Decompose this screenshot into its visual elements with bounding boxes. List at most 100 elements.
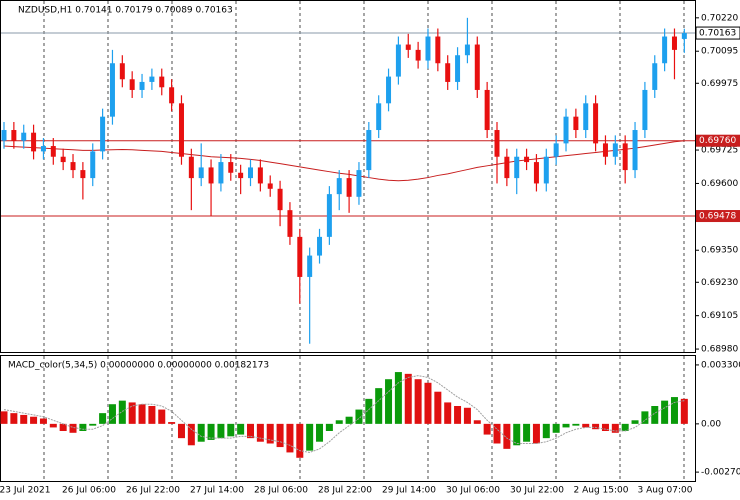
candle-body — [395, 44, 401, 77]
candle-body — [11, 130, 17, 141]
macd-bar — [631, 420, 639, 424]
candle-body — [356, 170, 362, 197]
macd-bar — [670, 397, 678, 424]
macd-bar — [394, 372, 402, 424]
candle-body — [583, 103, 589, 131]
macd-bar — [325, 423, 333, 431]
candle-body — [50, 146, 56, 157]
macd-bar — [473, 420, 481, 424]
candle-body — [60, 156, 66, 163]
candle-body — [109, 63, 115, 117]
candle-body — [208, 167, 214, 184]
candle-body — [218, 162, 224, 184]
macd-bar — [651, 406, 659, 424]
y-tick-label: 0.69350 — [701, 246, 738, 256]
candle-body — [681, 33, 687, 39]
candle-body — [188, 156, 194, 179]
candle-body — [602, 143, 608, 157]
candle-body — [484, 89, 490, 131]
macd-bar — [611, 423, 619, 433]
macd-bar — [99, 413, 107, 424]
x-tick-label: 3 Aug 07:00 — [638, 486, 693, 496]
macd-title: MACD_color(5,34,5) 0.00000000 0.00000000… — [8, 361, 269, 371]
level-box — [696, 210, 740, 223]
macd-bar — [59, 423, 67, 431]
candle-body — [474, 44, 480, 90]
macd-bar — [385, 379, 393, 424]
macd-bar — [177, 423, 185, 439]
macd-bar — [592, 423, 600, 430]
candle-body — [573, 116, 579, 131]
macd-bar — [355, 409, 363, 424]
macd-bar — [118, 400, 126, 424]
candle-body — [277, 188, 283, 211]
macd-bar — [49, 423, 57, 428]
macd-bar — [0, 411, 8, 424]
x-tick-label: 28 Jul 22:00 — [318, 486, 372, 496]
candle-body — [671, 36, 677, 50]
macd-bar — [128, 402, 136, 424]
macd-bar — [207, 423, 215, 440]
macd-bar — [187, 423, 195, 446]
candle-body — [504, 156, 510, 179]
macd-bar — [365, 398, 373, 424]
candle-body — [317, 236, 323, 256]
macd-bar — [542, 423, 550, 439]
price-pane — [0, 0, 696, 353]
macd-bar — [197, 423, 205, 442]
candle-body — [248, 167, 253, 179]
macd-bar — [20, 414, 28, 424]
macd-bar — [572, 423, 580, 426]
x-tick-label: 26 Jul 06:00 — [62, 486, 116, 496]
candle-body — [198, 167, 204, 179]
macd-bar — [69, 423, 77, 433]
macd-bar — [138, 404, 146, 424]
candle-body — [514, 156, 520, 179]
macd-bar — [148, 406, 156, 424]
candle-body — [297, 236, 303, 277]
candle-body — [70, 162, 76, 171]
y2-tick-label: -0.0027026 — [701, 468, 740, 478]
y2-tick-label: 0.00 — [701, 419, 721, 429]
candle-body — [435, 36, 441, 64]
macd-bar — [306, 423, 314, 451]
macd-bar — [296, 423, 304, 458]
price-label: 0.70163 — [699, 29, 736, 39]
macd-bar — [276, 423, 284, 448]
candle-body — [90, 151, 96, 179]
candle-body — [238, 172, 244, 179]
macd-bar — [168, 422, 176, 424]
macd-bar — [414, 379, 422, 424]
macd-bar — [375, 388, 383, 424]
macd-bar — [247, 423, 254, 439]
candle-body — [612, 143, 618, 157]
candle-body — [553, 143, 559, 157]
macd-bar — [661, 400, 669, 424]
macd-bar — [463, 407, 471, 424]
x-tick-label: 26 Jul 22:00 — [126, 486, 180, 496]
macd-bar — [523, 423, 531, 442]
macd-bar — [217, 423, 225, 439]
candle-body — [376, 103, 382, 131]
y-tick-label: 0.70220 — [701, 13, 738, 23]
y2-tick-label: 0.0033004 — [701, 360, 740, 370]
macd-bar — [582, 423, 590, 428]
candle-body — [346, 178, 352, 197]
candle-body — [533, 162, 539, 184]
macd-bar — [601, 423, 609, 431]
candle-body — [129, 79, 135, 90]
macd-bar — [227, 423, 235, 437]
y-tick-label: 0.69230 — [701, 278, 738, 288]
y-tick-label: 0.68980 — [701, 345, 738, 355]
moving-average — [3, 140, 685, 182]
candle-body — [80, 170, 86, 179]
price-box — [695, 26, 740, 40]
candle-body — [100, 116, 106, 152]
y-tick-label: 0.69975 — [701, 79, 738, 89]
candle-body — [445, 63, 451, 82]
macd-bar — [79, 423, 87, 431]
candle-body — [494, 130, 500, 157]
macd-bar — [404, 373, 412, 424]
macd-bar — [424, 382, 432, 424]
candle-body — [307, 255, 313, 277]
